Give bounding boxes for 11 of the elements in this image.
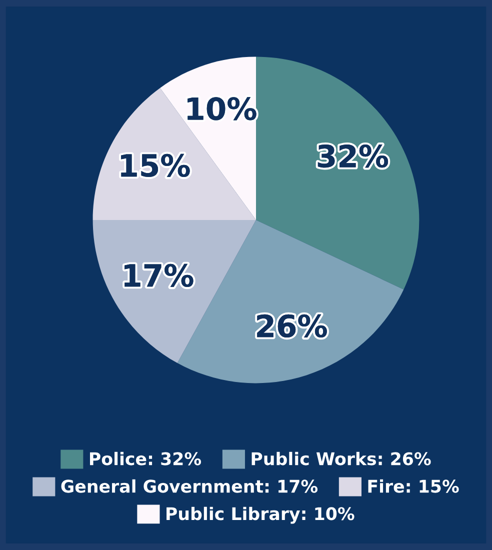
pie-slice [92, 220, 256, 364]
legend-label: Public Works: 26% [252, 452, 431, 466]
data-label: 17% [124, 264, 194, 288]
legend-label: Public Library: 10% [166, 506, 354, 524]
data-label: 15% [121, 154, 190, 177]
data-label: 32% [318, 144, 388, 168]
legend-label: Police: 32% [90, 452, 202, 466]
data-label: 26% [257, 314, 327, 338]
legend-label: General Government: 17% [61, 479, 318, 493]
legend-label: Fire: 15% [368, 479, 459, 493]
pie-slice [256, 56, 420, 290]
